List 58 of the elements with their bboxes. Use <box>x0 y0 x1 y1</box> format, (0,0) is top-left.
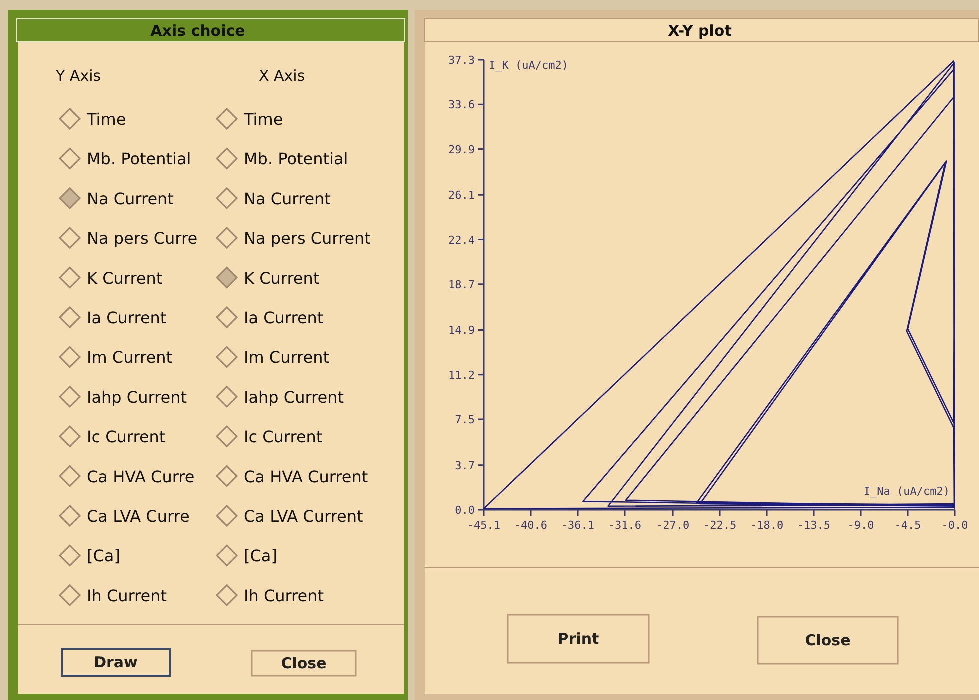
x-tick-label: -0.0 <box>942 519 968 532</box>
text: Na pers Current <box>244 229 371 248</box>
text: K Current <box>244 268 320 288</box>
y-tick-label: 37.3 <box>448 54 475 67</box>
x-axis-title: I_Na (uA/cm2) <box>864 485 950 498</box>
text: Ic Current <box>87 428 166 447</box>
chart-title: X-Y plot <box>668 22 732 40</box>
x-tick-label: -13.5 <box>797 519 831 532</box>
text: Im Current <box>244 348 330 368</box>
text: Ia Current <box>87 308 167 328</box>
y-tick-label: 14.9 <box>448 324 475 338</box>
text: Print <box>558 630 600 648</box>
x-tick-label: -45.1 <box>467 519 501 532</box>
text: [Ca] <box>87 546 120 566</box>
text: Mb. Potential <box>244 150 348 169</box>
text: Na Current <box>244 189 331 208</box>
y-tick-label: 33.6 <box>448 98 475 112</box>
text: [Ca] <box>244 546 278 566</box>
text: Ih Current <box>244 586 324 606</box>
text: Na pers Curre <box>87 229 198 248</box>
text: X Axis <box>259 67 306 85</box>
y-tick-label: 18.7 <box>448 278 475 292</box>
y-tick-label: 11.2 <box>448 368 475 382</box>
text: Y Axis <box>55 67 102 85</box>
text: Ca HVA Curre <box>87 467 195 486</box>
text: Ca LVA Current <box>244 507 364 526</box>
text: Time <box>86 110 126 129</box>
text: Close <box>281 654 327 672</box>
text: Close <box>805 632 851 650</box>
text: Ca LVA Curre <box>87 507 190 526</box>
y-tick-label: 22.4 <box>448 234 476 247</box>
x-tick-label: -31.6 <box>608 519 642 532</box>
x-tick-label: -18.0 <box>750 519 784 532</box>
y-axis-title: I_K (uA/cm2) <box>489 59 568 72</box>
text: Na Current <box>87 189 174 208</box>
text: Ih Current <box>87 586 168 606</box>
x-tick-label: -36.1 <box>561 519 595 532</box>
x-tick-label: -4.5 <box>894 519 922 532</box>
text: Ic Current <box>244 428 323 447</box>
text: Axis choice <box>150 22 246 40</box>
y-tick-label: 7.5 <box>455 414 475 427</box>
y-tick-label: 0.0 <box>455 504 475 517</box>
text: Iahp Current <box>87 388 187 407</box>
y-tick-label: 29.9 <box>448 143 475 156</box>
x-tick-label: -27.0 <box>656 519 690 532</box>
x-tick-label: -22.5 <box>703 519 737 532</box>
text: K Current <box>87 268 163 288</box>
text: Iahp Current <box>244 388 344 407</box>
text: Im Current <box>87 348 172 368</box>
y-tick-label: 3.7 <box>455 459 475 472</box>
text: Time <box>243 110 284 129</box>
text: Ca HVA Current <box>244 467 368 486</box>
y-tick-label: 26.1 <box>448 189 475 202</box>
text: Ia Current <box>244 308 324 328</box>
text: Mb. Potential <box>87 150 192 169</box>
x-tick-label: -40.6 <box>514 519 548 532</box>
text: Draw <box>94 654 138 672</box>
x-tick-label: -9.0 <box>848 519 874 532</box>
